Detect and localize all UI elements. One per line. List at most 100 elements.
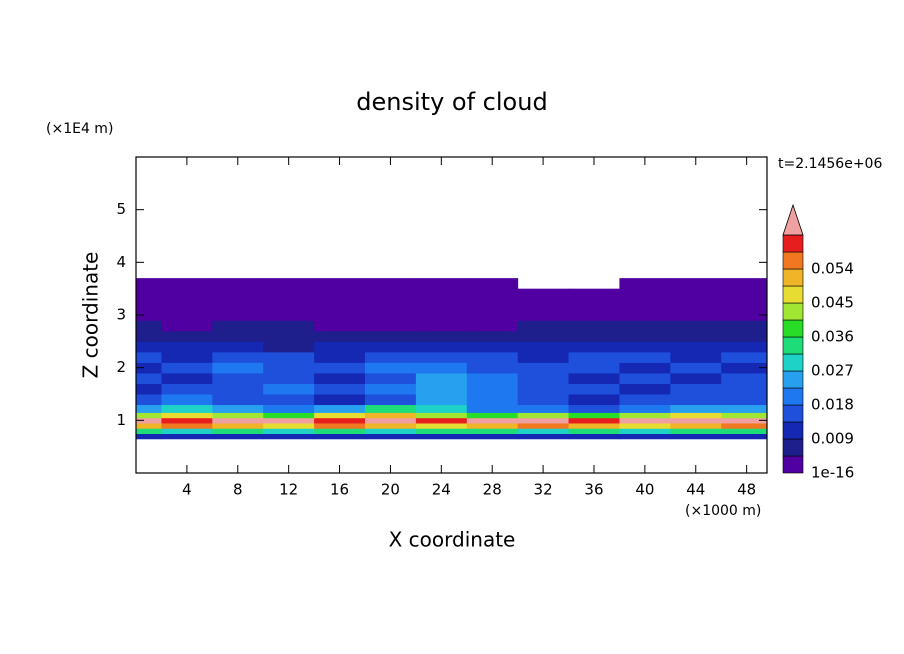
contour-cell [721, 428, 768, 434]
x-tick-label: 44 [686, 481, 705, 499]
contour-cell [517, 428, 570, 434]
contour-cell [721, 404, 768, 413]
contour-cell [619, 309, 671, 321]
contour-cell [212, 341, 264, 353]
colorbar-box [782, 319, 804, 338]
contour-cell [568, 433, 620, 440]
contour-cell [670, 428, 722, 434]
contour-cell [364, 433, 417, 440]
contour-cell [517, 394, 570, 406]
contour-cell [670, 433, 722, 440]
contour-cell [364, 278, 417, 290]
contour-cell [136, 412, 162, 419]
contour-cell [568, 351, 620, 363]
x-tick-label: 36 [584, 481, 603, 499]
colorbar-box [782, 387, 804, 406]
contour-cell [263, 309, 315, 321]
contour-cell [619, 278, 671, 290]
colorbar-label: 0.027 [811, 362, 854, 380]
contour-cell [314, 422, 366, 429]
contour-cell [161, 394, 213, 406]
x-unit-label: (×1000 m) [685, 503, 761, 519]
contour-cell [364, 362, 417, 374]
contour-cell [568, 341, 620, 353]
contour-cell [568, 299, 620, 311]
contour-cell [212, 299, 264, 311]
colorbar-over [782, 203, 804, 236]
contour-cell [466, 362, 519, 374]
contour-cell [136, 288, 162, 300]
contour-cell [136, 383, 162, 395]
colorbar-box [782, 421, 804, 440]
contour-cell [568, 417, 620, 424]
contour-cell [466, 278, 519, 290]
contour-cell [568, 394, 620, 406]
contour-cell [314, 428, 366, 434]
contour-cell [364, 341, 417, 353]
contour-cell [314, 299, 366, 311]
contour-cell [517, 404, 570, 413]
x-tick-label: 20 [381, 481, 400, 499]
contour-cell [314, 412, 366, 419]
contour-cell [263, 428, 315, 434]
contour-cell [619, 288, 671, 300]
contour-cell [136, 428, 162, 434]
contour-cell [364, 299, 417, 311]
contour-cell [314, 417, 366, 424]
contour-cell [212, 288, 264, 300]
contour-cell [212, 351, 264, 363]
colorbar-label: 0.009 [811, 430, 854, 448]
contour-cell [619, 383, 671, 395]
contour-cell [161, 383, 213, 395]
contour-cell [415, 278, 468, 290]
contour-cell [364, 372, 417, 384]
contour-cell [721, 394, 768, 406]
contour-cell [670, 351, 722, 363]
contour-cell [314, 320, 366, 332]
contour-cell [568, 383, 620, 395]
contour-cell [161, 428, 213, 434]
contour-cell [721, 351, 768, 363]
contour-cell [619, 299, 671, 311]
contour-cell [517, 433, 570, 440]
contour-cell [415, 320, 468, 332]
contour-cell [263, 278, 315, 290]
contour-cell [415, 433, 468, 440]
colorbar-label: 0.018 [811, 396, 854, 414]
contour-cell [517, 320, 570, 332]
contour-cell [212, 320, 264, 332]
contour-cell [466, 422, 519, 429]
contour-cell [415, 383, 468, 395]
contour-cell [161, 412, 213, 419]
contour-cell [136, 372, 162, 384]
contour-cell [136, 433, 162, 440]
x-axis-title: X coordinate [389, 528, 516, 552]
contour-cell [263, 372, 315, 384]
contour-cell [161, 351, 213, 363]
contour-cell [263, 433, 315, 440]
contour-cell [568, 320, 620, 332]
contour-cell [721, 341, 768, 353]
contour-cell [263, 362, 315, 374]
contour-cell [619, 422, 671, 429]
contour-cell [670, 299, 722, 311]
contour-cell [364, 417, 417, 424]
contour-cell [466, 320, 519, 332]
contour-cell [263, 351, 315, 363]
contour-cell [415, 309, 468, 321]
contour-cell [670, 288, 722, 300]
x-tick-label: 32 [534, 481, 553, 499]
contour-cell [136, 394, 162, 406]
contour-cell [568, 288, 620, 300]
colorbar-box [782, 285, 804, 304]
contour-cell [619, 330, 671, 342]
contour-cell [136, 351, 162, 363]
contour-cell [212, 330, 264, 342]
contour-cell [517, 288, 570, 300]
contour-cell [212, 433, 264, 440]
x-tick-label: 48 [737, 481, 756, 499]
contour-cell [721, 372, 768, 384]
contour-cell [670, 309, 722, 321]
contour-cell [619, 341, 671, 353]
